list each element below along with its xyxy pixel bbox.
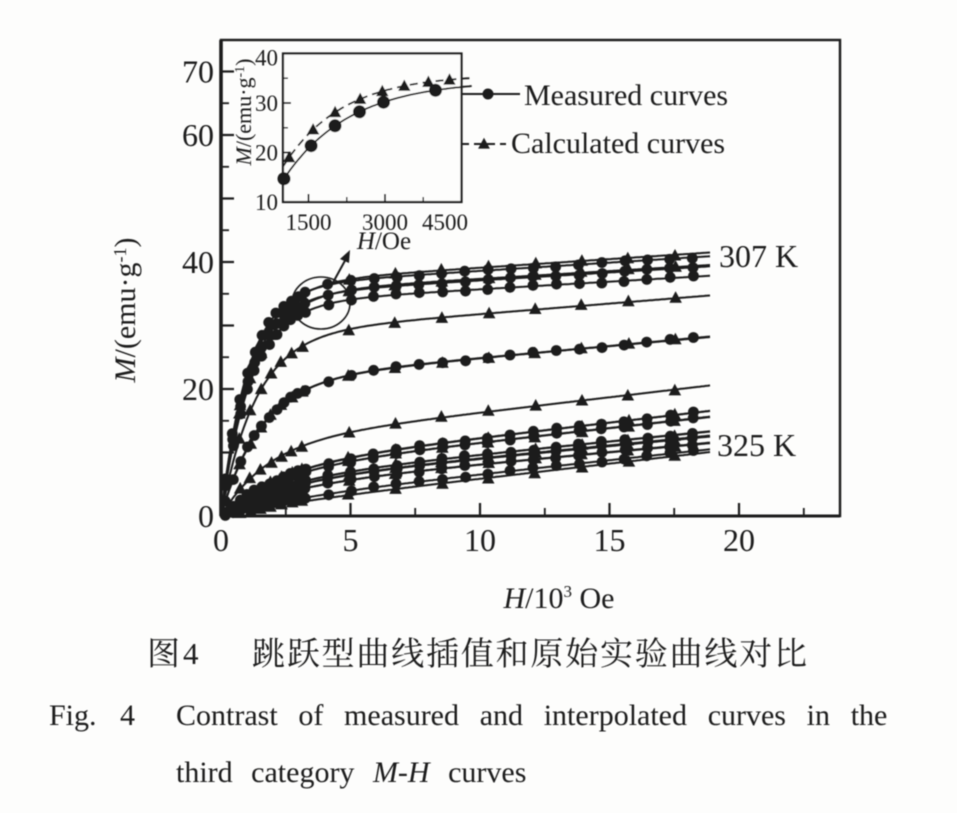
svg-text:20: 20 <box>723 522 755 558</box>
svg-text:60: 60 <box>182 117 214 153</box>
svg-text:Measured curves: Measured curves <box>524 79 728 112</box>
svg-text:70: 70 <box>182 54 214 90</box>
svg-text:Fig. 4: Fig. 4 <box>49 699 135 732</box>
svg-text:0: 0 <box>198 498 214 534</box>
svg-text:5: 5 <box>343 522 359 558</box>
svg-text:1500: 1500 <box>286 210 332 235</box>
svg-text:15: 15 <box>594 522 626 558</box>
svg-text:Calculated curves: Calculated curves <box>511 127 725 160</box>
svg-text:20: 20 <box>182 371 214 407</box>
svg-text:0: 0 <box>213 522 229 558</box>
svg-text:third category M-H curves: third category M-H curves <box>176 756 526 789</box>
svg-text:4: 4 <box>183 636 199 671</box>
svg-text:307 K: 307 K <box>719 238 798 274</box>
svg-text:H/Oe: H/Oe <box>356 228 411 255</box>
svg-text:Contrast of measured and inter: Contrast of measured and interpolated cu… <box>176 699 887 732</box>
svg-text:40: 40 <box>255 46 278 71</box>
svg-text:M/(emu·g-1): M/(emu·g-1) <box>231 59 256 167</box>
svg-text:30: 30 <box>255 91 278 116</box>
svg-text:H/103 Oe: H/103 Oe <box>503 582 615 615</box>
svg-text:4500: 4500 <box>422 210 468 235</box>
svg-text:20: 20 <box>255 141 278 166</box>
svg-text:325 K: 325 K <box>717 427 796 463</box>
svg-text:10: 10 <box>464 522 496 558</box>
svg-text:10: 10 <box>255 190 278 215</box>
svg-text:3000: 3000 <box>362 210 408 235</box>
svg-text:40: 40 <box>182 244 214 280</box>
